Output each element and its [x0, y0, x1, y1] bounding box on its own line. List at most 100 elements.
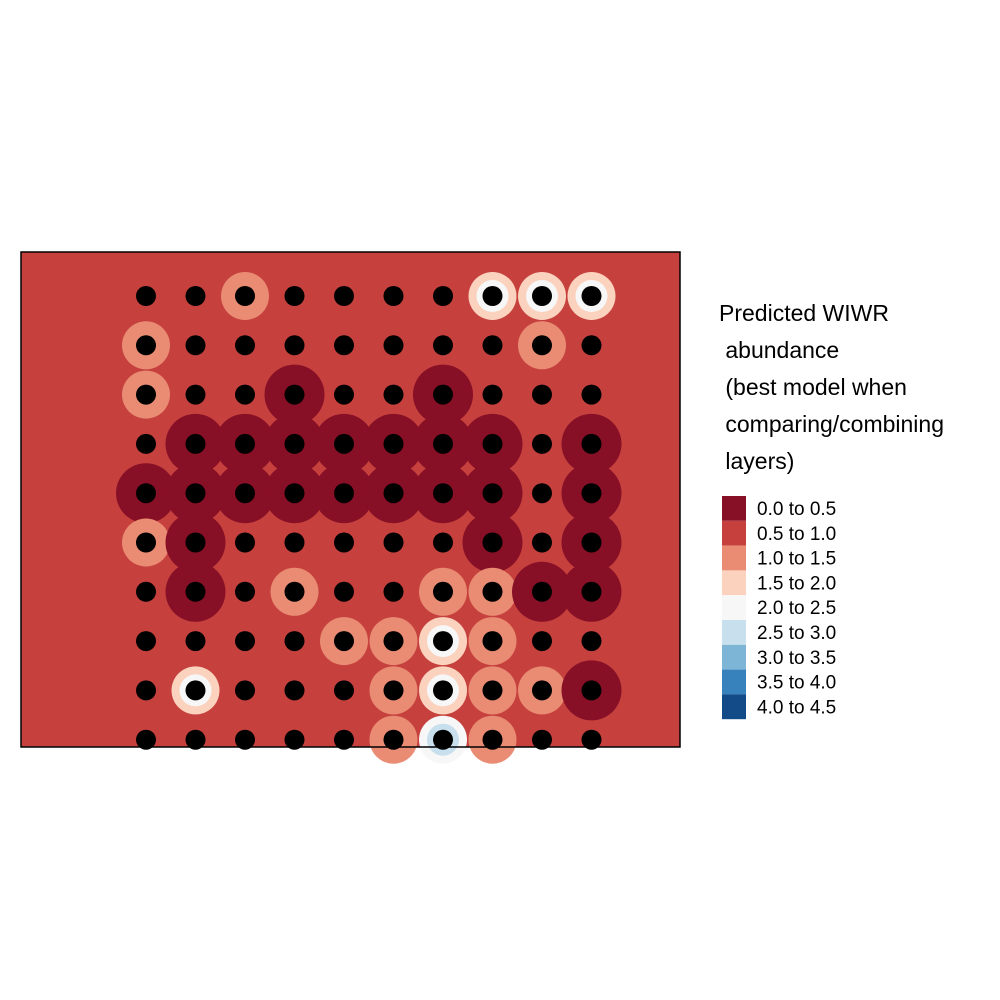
survey-point	[136, 680, 156, 701]
survey-point	[581, 631, 602, 652]
legend-title-line: layers)	[719, 448, 794, 474]
survey-point	[334, 729, 354, 750]
legend-swatch	[722, 570, 746, 596]
map-border	[20, 251, 681, 748]
survey-point	[334, 532, 354, 553]
legend-label: 0.5 to 1.0	[757, 524, 836, 545]
survey-point	[136, 286, 156, 306]
survey-point	[235, 631, 255, 652]
survey-point	[334, 680, 354, 701]
legend-label: 4.0 to 4.5	[757, 697, 836, 718]
survey-point	[136, 483, 156, 504]
survey-point	[482, 729, 503, 750]
survey-point	[433, 335, 453, 356]
survey-point	[235, 286, 255, 306]
legend-title: Predicted WIWR abundance (best model whe…	[719, 300, 944, 474]
survey-point	[383, 729, 404, 750]
legend-swatch	[722, 545, 746, 571]
map-panel	[20, 251, 681, 764]
survey-point	[532, 532, 552, 553]
survey-point	[532, 483, 552, 504]
survey-point	[284, 286, 305, 306]
survey-point	[235, 729, 255, 750]
survey-point	[433, 286, 453, 306]
survey-point	[284, 335, 305, 356]
survey-point	[185, 631, 206, 652]
survey-point	[532, 433, 552, 454]
survey-point	[532, 680, 552, 701]
survey-point	[482, 433, 503, 454]
survey-point	[433, 680, 453, 701]
survey-point	[284, 532, 305, 553]
survey-point	[581, 581, 602, 602]
survey-point	[235, 483, 255, 504]
survey-point	[284, 680, 305, 701]
survey-point	[532, 335, 552, 356]
survey-point	[383, 384, 404, 405]
survey-points	[136, 286, 602, 750]
survey-point	[185, 286, 206, 306]
survey-point	[532, 384, 552, 405]
survey-point	[383, 433, 404, 454]
survey-point	[185, 729, 206, 750]
survey-point	[185, 532, 206, 553]
legend-swatch	[722, 669, 746, 695]
survey-point	[482, 335, 503, 356]
survey-point	[383, 335, 404, 356]
legend-label: 2.5 to 3.0	[757, 623, 836, 644]
survey-point	[433, 532, 453, 553]
survey-point	[581, 680, 602, 701]
survey-point	[433, 631, 453, 652]
survey-point	[235, 433, 255, 454]
legend-keys: 0.0 to 0.5 0.5 to 1.0 1.0 to 1.5 1.5 to 2.0…	[722, 496, 836, 720]
survey-point	[185, 483, 206, 504]
survey-point	[136, 631, 156, 652]
survey-point	[284, 729, 305, 750]
legend-label: 2.0 to 2.5	[757, 598, 836, 619]
survey-point	[532, 286, 552, 306]
survey-point	[482, 680, 503, 701]
survey-point	[482, 384, 503, 405]
survey-point	[136, 729, 156, 750]
survey-point	[383, 483, 404, 504]
legend-title-line: comparing/combining	[719, 411, 944, 437]
survey-point	[284, 483, 305, 504]
survey-point	[581, 483, 602, 504]
survey-point	[235, 384, 255, 405]
survey-point	[383, 631, 404, 652]
survey-point	[334, 286, 354, 306]
legend-label: 1.0 to 1.5	[757, 549, 836, 570]
survey-point	[383, 581, 404, 602]
survey-point	[136, 335, 156, 356]
survey-point	[581, 335, 602, 356]
legend-title-line: Predicted WIWR	[719, 300, 889, 326]
survey-point	[334, 631, 354, 652]
survey-point	[581, 729, 602, 750]
legend-swatch	[722, 595, 746, 620]
survey-point	[235, 335, 255, 356]
survey-point	[433, 581, 453, 602]
survey-point	[433, 729, 453, 750]
legend-label: 3.5 to 4.0	[757, 673, 836, 694]
survey-point	[482, 483, 503, 504]
survey-point	[334, 483, 354, 504]
survey-point	[581, 286, 602, 306]
survey-point	[136, 581, 156, 602]
survey-point	[185, 581, 206, 602]
legend-title-line: abundance	[719, 337, 839, 363]
survey-point	[383, 680, 404, 701]
survey-point	[185, 384, 206, 405]
survey-point	[433, 483, 453, 504]
survey-point	[383, 286, 404, 306]
survey-point	[136, 384, 156, 405]
survey-point	[136, 433, 156, 454]
survey-point	[482, 631, 503, 652]
survey-point	[581, 433, 602, 454]
survey-point	[284, 384, 305, 405]
legend-label: 1.5 to 2.0	[757, 573, 836, 594]
legend-swatch	[722, 496, 746, 521]
survey-point	[284, 581, 305, 602]
legend-swatch	[722, 644, 746, 670]
survey-point	[136, 532, 156, 553]
